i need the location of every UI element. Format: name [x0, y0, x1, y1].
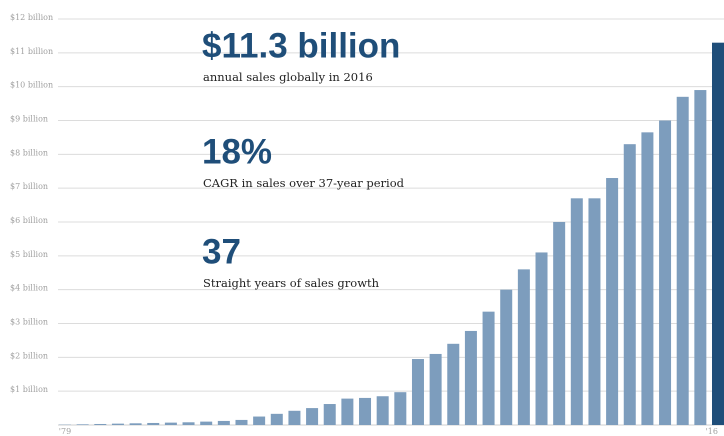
x-tick-label: '79	[59, 427, 71, 436]
annotation-text: annual sales globally in 2016	[203, 70, 373, 84]
bar	[447, 343, 460, 425]
annotation-headline: 37	[202, 232, 241, 271]
bar	[588, 198, 601, 425]
bar	[76, 424, 89, 425]
bar	[111, 423, 124, 425]
y-tick-label: $10 billion	[10, 81, 53, 90]
y-tick-label: $6 billion	[10, 216, 48, 225]
bar	[694, 90, 707, 426]
bar	[535, 252, 548, 425]
bar	[429, 353, 442, 425]
bar	[500, 289, 513, 425]
bar	[676, 96, 689, 426]
bar	[217, 420, 230, 425]
y-tick-label: $12 billion	[10, 13, 53, 22]
bar	[623, 144, 636, 425]
y-tick-label: $5 billion	[10, 250, 48, 259]
bar	[359, 397, 372, 425]
bar	[129, 423, 142, 425]
bar	[712, 42, 724, 425]
bar	[376, 396, 389, 425]
annotation-text: CAGR in sales over 37-year period	[203, 176, 405, 190]
bar	[394, 392, 407, 425]
bar	[641, 132, 654, 425]
x-tick-label: '16	[706, 427, 718, 436]
bar	[147, 422, 160, 425]
bar	[482, 311, 495, 425]
bar	[164, 422, 177, 425]
bar	[606, 178, 619, 425]
annotation-headline: 18%	[202, 132, 272, 171]
y-tick-label: $2 billion	[10, 351, 48, 360]
y-tick-label: $11 billion	[10, 47, 53, 56]
bar	[323, 404, 336, 425]
y-tick-label: $3 billion	[10, 318, 48, 327]
bar	[411, 359, 424, 425]
bar	[553, 222, 566, 425]
bar	[659, 120, 672, 425]
bar	[94, 423, 107, 425]
y-tick-label: $7 billion	[10, 182, 48, 191]
bar	[182, 422, 195, 425]
y-tick-label: $4 billion	[10, 284, 48, 293]
annotation-text: Straight years of sales growth	[203, 276, 380, 290]
bar	[341, 398, 354, 425]
bar	[570, 198, 583, 425]
bar	[235, 419, 248, 425]
bar	[288, 410, 301, 425]
bar	[517, 269, 530, 425]
bar	[270, 413, 283, 425]
y-tick-label: $1 billion	[10, 385, 48, 394]
y-tick-label: $8 billion	[10, 148, 48, 157]
annotation-headline: $11.3 billion	[202, 26, 400, 65]
bar	[306, 408, 319, 425]
bar	[464, 330, 477, 425]
bar	[253, 416, 266, 425]
bar	[200, 421, 213, 425]
y-tick-label: $9 billion	[10, 115, 48, 124]
